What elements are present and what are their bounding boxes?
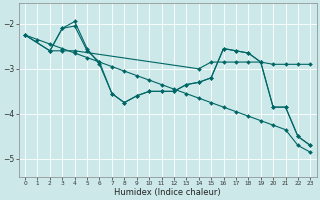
X-axis label: Humidex (Indice chaleur): Humidex (Indice chaleur) bbox=[114, 188, 221, 197]
